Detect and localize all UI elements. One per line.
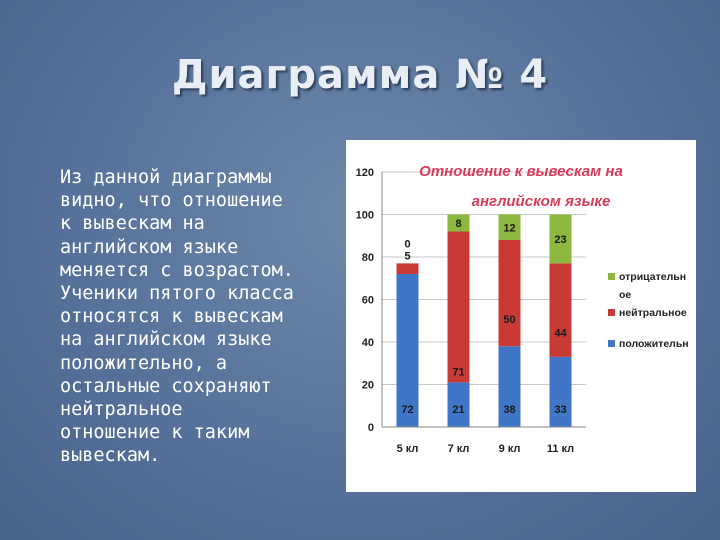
bar-segment [549,356,572,427]
chart-legend: отрицательн ое нейтральное положительн [608,271,689,350]
data-label: 5 [404,250,410,262]
y-tick-label: 0 [368,422,374,434]
chart-title-line1: Отношение к вывескам на [419,163,623,180]
y-tick-label: 100 [356,210,374,222]
bar-layer [396,214,572,427]
y-tick-label: 80 [362,252,374,264]
label-layer: 72 50 21 71 8 38 50 12 33 44 23 [401,218,567,416]
bar-segment [498,240,521,347]
title-layer: Отношение к вывескам на английском языке [419,163,623,210]
legend-swatch [608,273,615,280]
data-label: 8 [455,218,461,230]
legend-swatch [608,309,615,316]
bar-segment [498,346,521,427]
legend-swatch [608,340,615,347]
legend-label: нейтральное [619,307,687,319]
bar-segment [447,382,470,427]
x-tick-label: 9 кл [499,443,521,455]
y-tick-label: 60 [362,295,374,307]
bar-segment [396,263,419,274]
data-label: 71 [452,366,464,378]
y-tick-label: 120 [356,167,374,179]
data-label: 38 [503,404,515,416]
legend-label: ое [619,289,631,301]
bar-segment [396,274,419,427]
bar-segment [549,263,572,357]
legend-label: положительн [619,338,689,350]
chart-title-line2: английском языке [472,193,611,210]
data-label: 33 [554,404,566,416]
data-label: 12 [503,222,515,234]
legend-label: отрицательн [619,271,686,283]
y-tick-label: 20 [362,380,374,392]
x-tick-label: 11 кл [547,443,574,455]
data-label: 44 [554,327,567,339]
data-label: 50 [503,314,515,326]
bar-segment [447,231,470,383]
slide-body-text: Из данной диаграммы видно, что отношение… [60,167,294,467]
bar-segment [498,214,521,240]
data-label: 21 [452,404,464,416]
bar-segment [549,214,572,264]
bar-segment [447,214,470,232]
x-tick-label: 7 кл [448,443,470,455]
x-tick-label: 5 кл [397,443,419,455]
data-label: 0 [404,238,410,250]
data-label: 23 [554,234,566,246]
data-label: 72 [401,404,413,416]
y-tick-label: 40 [362,337,374,349]
chart-container: 72 5 0 21 71 8 38 50 12 33 44 23 0 20 40 60 80 100 120 5 к… [346,140,696,492]
slide-title: Диаграмма № 4 [171,52,549,98]
